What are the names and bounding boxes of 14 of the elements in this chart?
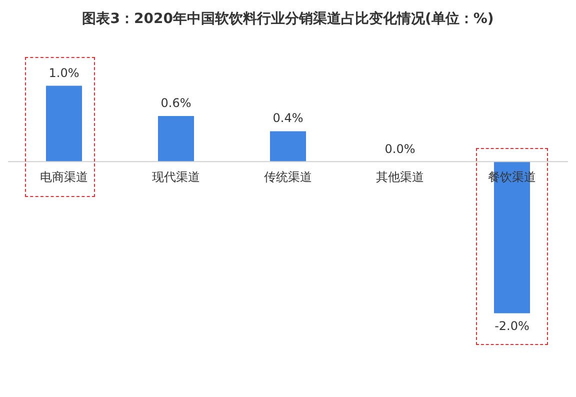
x-tick-label: 餐饮渠道: [488, 170, 536, 184]
data-label: 1.0%: [48, 66, 80, 81]
x-tick-label: 电商渠道: [40, 170, 88, 184]
data-label: 0.6%: [160, 96, 192, 112]
chart-title: 图表3：2020年中国软饮料行业分销渠道占比变化情况(单位：%): [81, 10, 495, 28]
x-tick-label: 现代渠道: [152, 170, 200, 184]
bar: [158, 116, 194, 162]
bar: [46, 86, 82, 162]
bar: [270, 131, 306, 162]
data-label: -2.0%: [494, 319, 530, 334]
x-tick-label: 传统渠道: [264, 170, 312, 184]
data-label: 0.4%: [272, 111, 304, 126]
x-tick-label: 其他渠道: [376, 170, 424, 184]
data-label: 0.0%: [384, 142, 416, 157]
